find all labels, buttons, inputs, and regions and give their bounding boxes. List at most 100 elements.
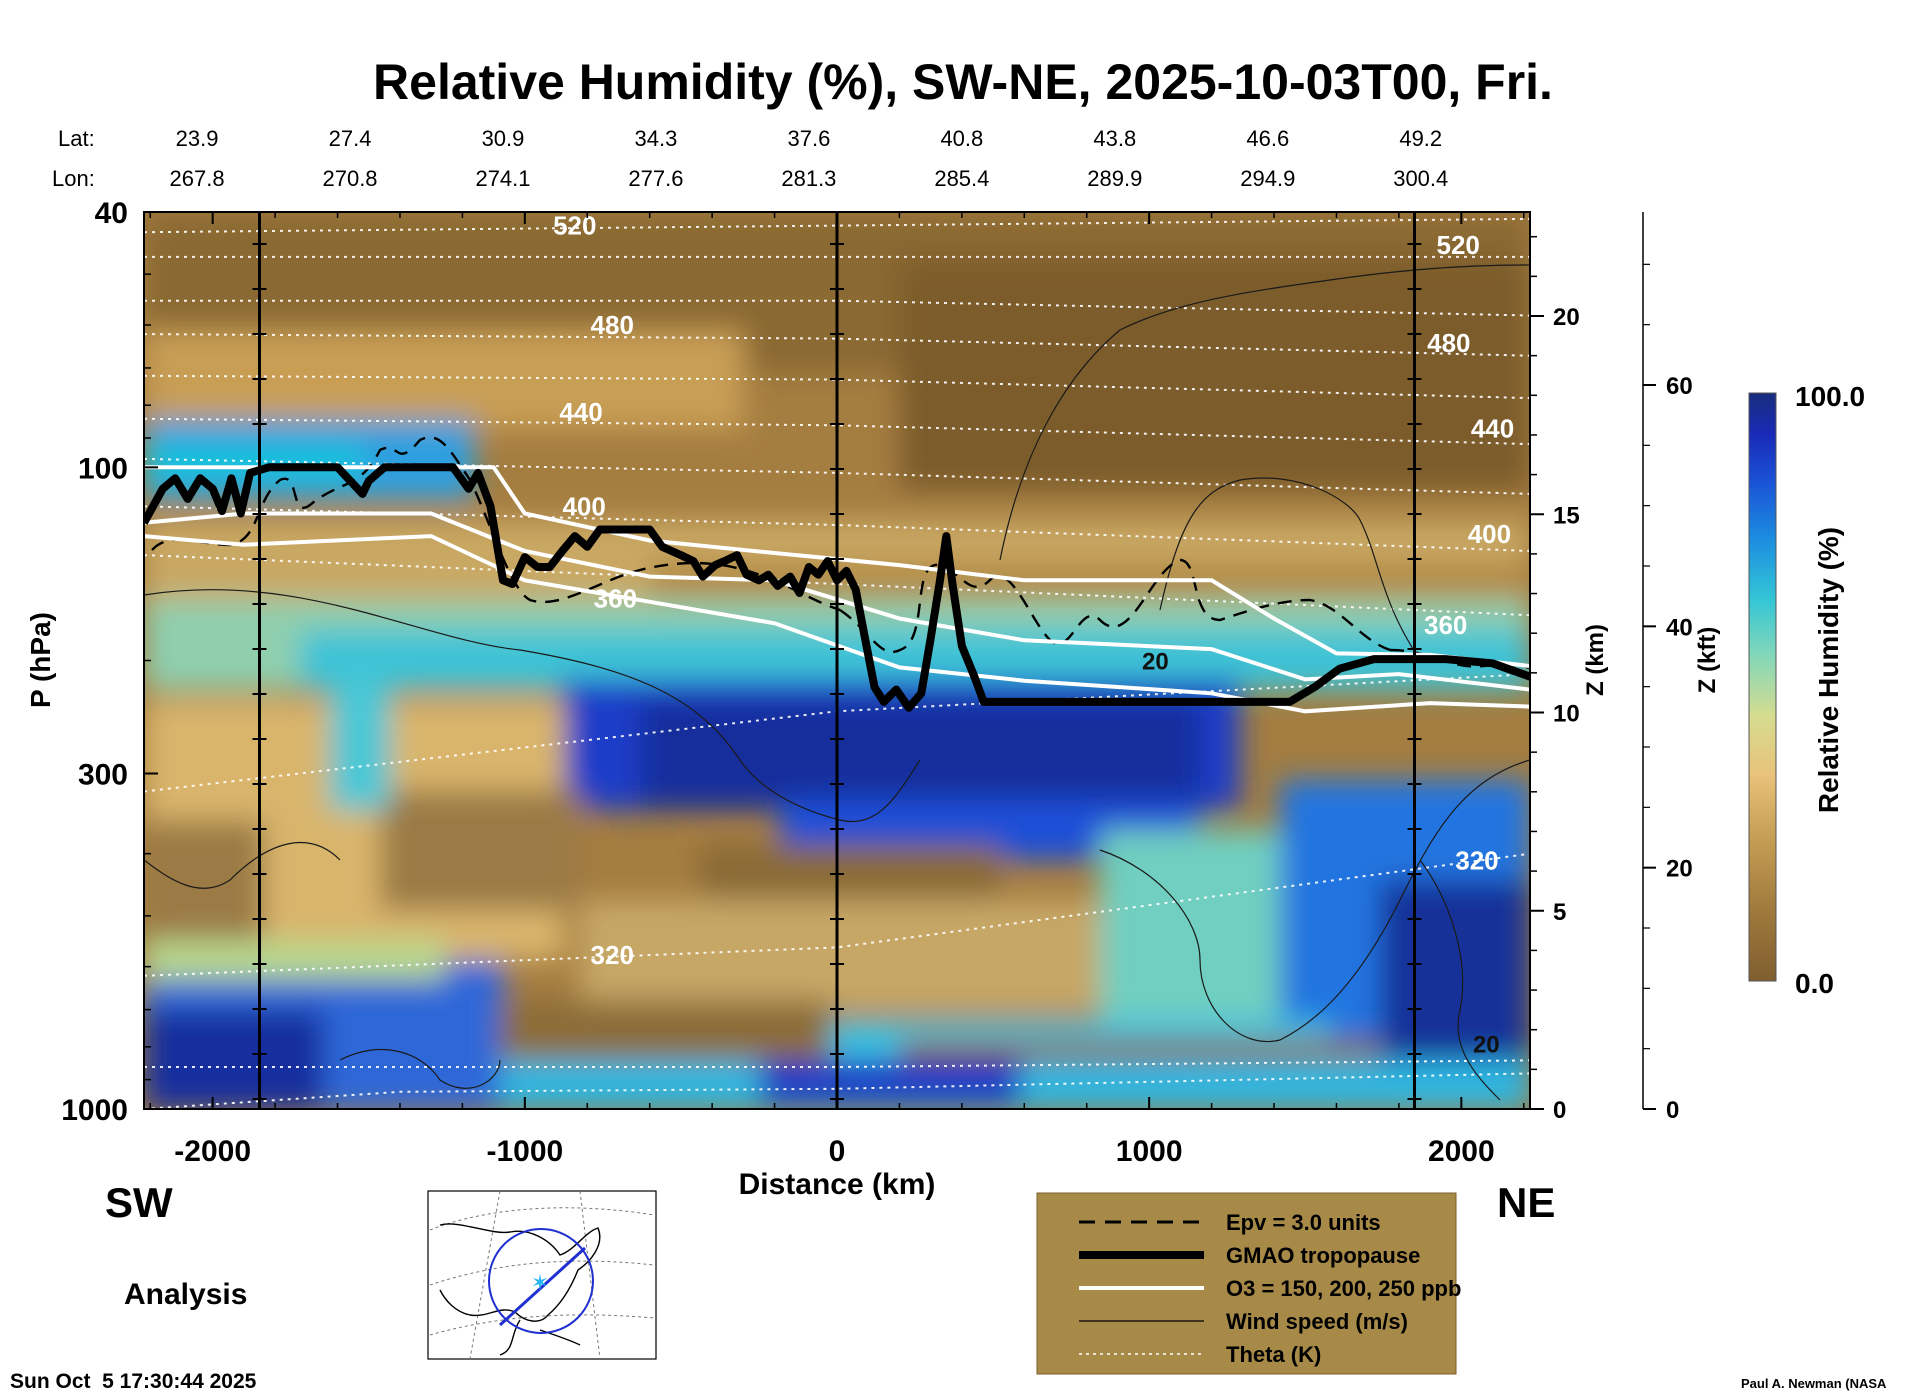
timestamp: Sun Oct 5 17:30:44 2025 [10,1370,257,1393]
z-km-tick-label: 0 [1553,1097,1566,1124]
z-km-axis-label: Z (km) [1582,624,1609,696]
z-km-tick-label: 10 [1553,701,1580,728]
z-kft-tick-label: 20 [1666,856,1693,883]
wind-contour [999,264,1530,561]
theta-contour-label: 520 [553,211,596,241]
z-kft-axis-label: Z (kft) [1694,627,1721,694]
x-tick-label: 1000 [1116,1135,1183,1168]
legend-label: Theta (K) [1226,1342,1321,1367]
theta-contour-label: 480 [591,310,634,340]
contour-labels: 520 480 440 400 360 320 520 480 440 400 360 320 20 20 [553,211,1514,1059]
legend-label: Epv = 3.0 units [1226,1210,1381,1235]
lon-value: 277.6 [628,166,683,191]
pressure-axis: 40 100 300 1000 [61,197,158,1127]
lat-value: 30.9 [482,126,525,151]
x-axis: -2000 -1000 0 1000 2000 [149,212,1525,1168]
theta-contour-label: 440 [559,397,602,427]
x-tick-label: 2000 [1428,1135,1495,1168]
wind-contour [144,842,341,889]
lon-value: 267.8 [170,166,225,191]
lon-value: 281.3 [781,166,836,191]
colorbar-min-label: 0.0 [1795,968,1834,999]
epv-contour [839,558,1391,654]
epv-contour [151,436,841,612]
lon-value: 294.9 [1240,166,1295,191]
theta-contour-label: 480 [1427,328,1470,358]
wind-contour-label: 20 [1473,1031,1500,1058]
range-circle [488,1228,594,1334]
colorbar [1748,392,1777,982]
theta-contour-label: 440 [1471,414,1514,444]
tropopause-path [144,463,1530,712]
legend: Epv = 3.0 units GMAO tropopause O3 = 150, … [1036,1192,1461,1375]
lat-value: 43.8 [1093,126,1136,151]
ne-direction-label: NE [1497,1179,1555,1226]
lon-value: 285.4 [934,166,989,191]
lon-value: 274.1 [475,166,530,191]
z-kft-tick-label: 0 [1666,1097,1679,1124]
lat-value: 27.4 [329,126,372,151]
lat-value: 34.3 [635,126,678,151]
z-km-tick-label: 5 [1553,899,1566,926]
theta-contour-label: 520 [1437,230,1480,260]
x-tick-label: -2000 [174,1135,251,1168]
x-tick-label: -1000 [486,1135,563,1168]
legend-label: GMAO tropopause [1226,1243,1420,1268]
legend-label: O3 = 150, 200, 250 ppb [1226,1276,1461,1301]
chart-title: Relative Humidity (%), SW-NE, 2025-10-03… [373,54,1553,110]
star-icon: ✶ [531,1270,549,1295]
sw-direction-label: SW [105,1179,173,1226]
lat-value: 46.6 [1246,126,1289,151]
colorbar-title: Relative Humidity (%) [1813,527,1844,813]
lat-value: 40.8 [940,126,983,151]
p-tick-label: 1000 [61,1094,128,1127]
p-tick-label: 100 [78,452,128,485]
lat-value: 37.6 [787,126,830,151]
p-tick-label: 300 [78,758,128,791]
wind-contour [1099,759,1530,1043]
lon-value: 289.9 [1087,166,1142,191]
lat-label: Lat: [58,126,95,151]
cross-section-track [498,1246,587,1327]
z-km-axis: 0 5 10 15 20 [1530,235,1580,1124]
reference-lines [252,212,1422,1109]
p-tick-label: 40 [95,197,128,230]
z-kft-tick-label: 60 [1666,373,1693,400]
y-axis-label: P (hPa) [25,612,56,708]
z-km-tick-label: 20 [1553,304,1580,331]
lat-values: 23.9 27.4 30.9 34.3 37.6 40.8 43.8 46.6 49.2 [176,126,1443,151]
theta-contour-label: 400 [1468,519,1511,549]
theta-contour-label: 400 [562,491,605,521]
wind-contour [144,589,921,823]
coastline [439,1223,601,1356]
legend-label: Wind speed (m/s) [1226,1309,1408,1334]
lon-label: Lon: [52,166,95,191]
wind-contour [1419,859,1501,1101]
colorbar-max-label: 100.0 [1795,381,1865,412]
z-kft-tick-label: 40 [1666,614,1693,641]
lon-value: 270.8 [322,166,377,191]
theta-contour-label: 320 [591,940,634,970]
tropopause-line [144,463,1530,712]
analysis-label: Analysis [124,1278,247,1311]
lon-values: 267.8 270.8 274.1 277.6 281.3 285.4 289.9 294.9… [170,166,1449,191]
theta-contour-label: 360 [594,583,637,613]
theta-contour-label: 320 [1455,846,1498,876]
wind-contour [1159,477,1421,661]
theta-contour-label: 360 [1424,610,1467,640]
credit: Paul A. Newman (NASA [1741,1376,1887,1391]
wind-contour [339,1049,501,1089]
lat-value: 49.2 [1399,126,1442,151]
inset-map: ✶ [427,1190,657,1360]
z-kft-axis: 0 20 40 60 [1642,212,1693,1124]
wind-speed-contours [144,264,1530,1101]
x-tick-label: 0 [829,1135,846,1168]
theta-isentrope [144,1072,1530,1109]
lon-value: 300.4 [1393,166,1448,191]
wind-contour-label: 20 [1142,649,1169,676]
x-axis-label: Distance (km) [739,1168,936,1201]
lat-value: 23.9 [176,126,219,151]
z-km-tick-label: 15 [1553,502,1580,529]
ozone-isoline [144,465,1530,668]
